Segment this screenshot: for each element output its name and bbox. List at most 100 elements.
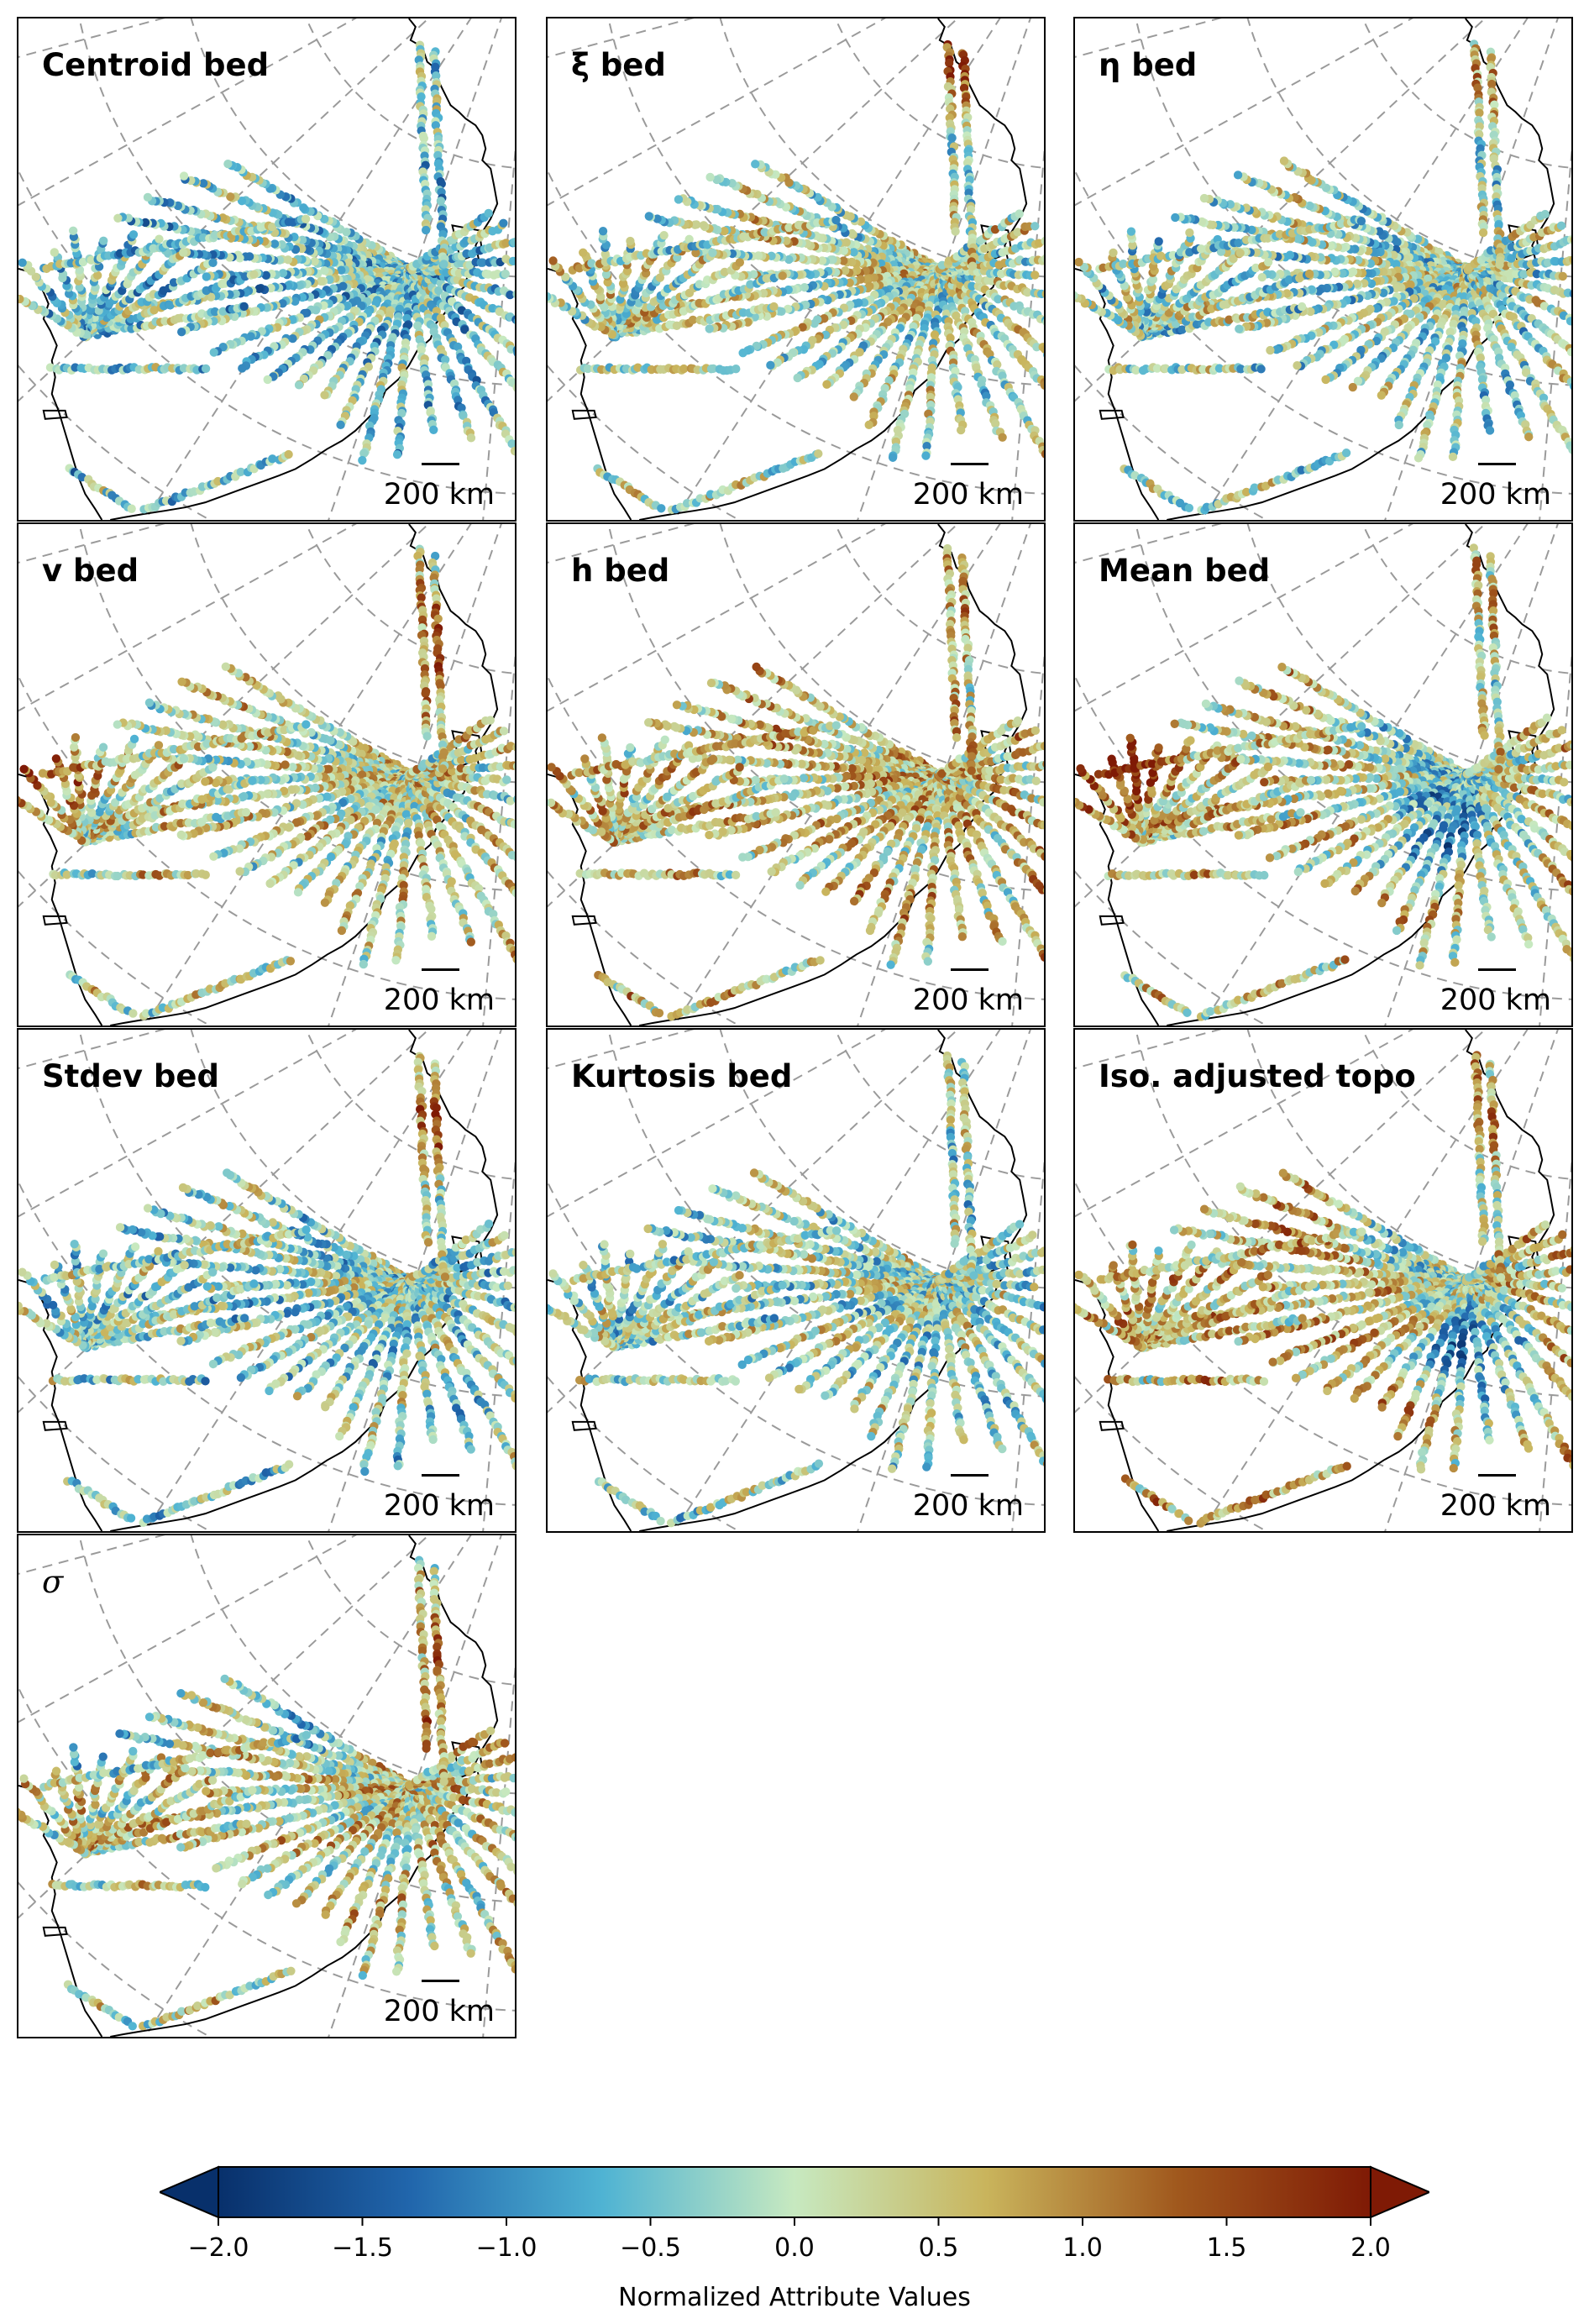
track-point [1293,360,1302,370]
track-point [600,249,610,259]
track-point [343,258,354,268]
ice-shelf-outline-west [1099,409,1125,420]
track-point [513,349,515,357]
panel-title: Centroid bed [42,47,270,83]
track-point [397,408,406,418]
track-point [177,328,186,337]
latitude-circle [834,18,1044,169]
latitude-circle [1361,18,1571,169]
track-point [1409,294,1419,303]
track-point [1377,391,1386,400]
track-point [1032,343,1041,352]
track-point [1042,318,1044,326]
track-point [267,222,277,232]
flight-track [936,265,1044,459]
track-point [1257,272,1266,282]
track-point [951,366,960,376]
track-point [337,265,346,275]
track-point [210,230,220,240]
track-point [782,236,791,245]
track-point [659,231,669,240]
track-point [506,344,515,354]
track-point [460,325,469,334]
flight-track [179,171,414,275]
track-point [291,296,300,307]
track-point [1352,279,1362,289]
track-point [1558,271,1567,281]
flight-track [936,209,1024,273]
map-canvas [1075,18,1571,520]
track-point [1570,382,1571,391]
track-point [944,58,954,68]
flight-track [568,215,841,275]
ice-shelf-outline-west [42,409,68,420]
map-panel: ξ bed 200 km [546,17,1046,522]
scale-bar: 200 km [369,461,495,511]
track-point [201,364,211,374]
track-point [618,279,628,288]
track-point [268,454,277,464]
scale-bar: 200 km [898,461,1024,511]
track-point [864,420,873,430]
track-point [1394,420,1403,430]
track-point [831,215,841,225]
track-point [68,226,78,235]
track-point [392,450,402,459]
track-point [421,225,431,235]
track-point [548,256,558,265]
meridian-line [482,147,515,520]
track-point [1040,380,1044,390]
track-point [1481,395,1491,405]
track-point [294,380,304,390]
track-point [674,195,684,204]
survey-tracks [18,40,515,514]
flight-track [548,291,619,340]
track-point [760,228,769,237]
track-point [1330,267,1340,276]
track-point [249,270,259,279]
track-point [743,317,753,327]
track-point [149,306,159,315]
track-point [1171,212,1180,223]
track-point [746,280,755,289]
track-point [1041,254,1044,263]
track-point [814,449,823,459]
track-point [509,439,515,449]
track-point [237,196,247,206]
coastline-east [1167,18,1555,520]
track-point [1471,317,1481,326]
track-point [1036,289,1044,299]
track-point [778,271,787,281]
track-point [179,248,188,257]
track-point [596,323,606,332]
track-point [459,411,468,420]
track-point [705,324,714,333]
track-point [1363,291,1372,301]
meridian-line [1539,147,1571,520]
ice-shelf-outline-west [571,409,597,420]
track-point [679,307,689,316]
map-canvas [548,18,1044,520]
track-point [453,342,463,352]
track-point [998,433,1007,442]
track-point [684,234,694,244]
track-point [1374,227,1384,236]
latitude-circle [305,18,515,169]
track-point [270,239,280,249]
flight-track [1233,170,1471,273]
track-point [653,214,662,223]
track-point [1225,200,1235,209]
track-point [1235,324,1244,333]
track-point [323,351,333,360]
track-point [644,212,653,221]
meridian-line [18,18,357,207]
track-point [561,272,570,282]
track-point [583,364,593,374]
track-point [209,348,218,357]
track-point [1041,237,1044,245]
track-point [508,256,515,266]
track-point [784,223,794,233]
track-point [982,391,991,401]
track-point [508,378,515,387]
track-point [1041,290,1044,298]
